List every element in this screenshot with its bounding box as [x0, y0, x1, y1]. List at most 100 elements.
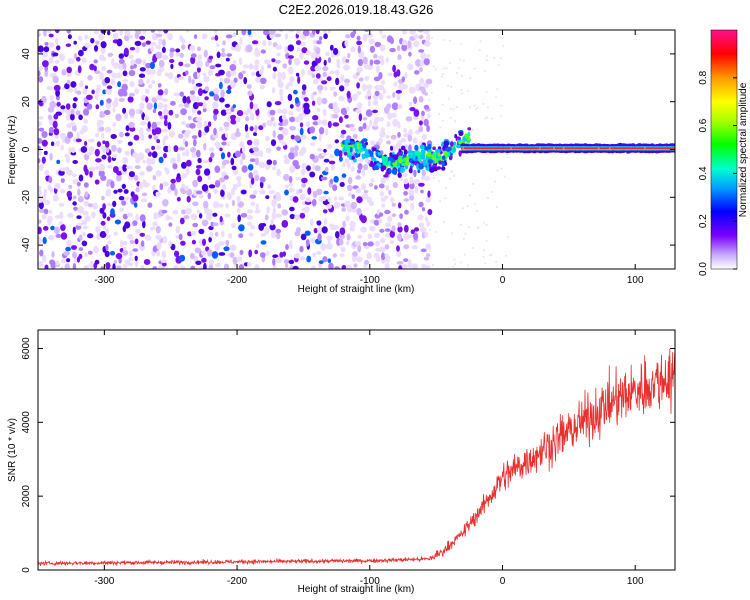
heatmap-cell: [380, 177, 387, 184]
heatmap-cell: [163, 30, 169, 34]
heatmap-cell: [105, 188, 112, 197]
heatmap-cell: [102, 140, 106, 145]
heatmap-cell: [299, 212, 306, 219]
heatmap-cell: [48, 209, 53, 214]
heatmap-cell: [231, 222, 236, 229]
heatmap-cell: [343, 151, 348, 156]
heatmap-cell: [185, 30, 190, 33]
heatmap-cell: [247, 30, 252, 36]
heatmap-cell: [138, 78, 144, 85]
heatmap-cell: [363, 264, 368, 269]
heatmap-cell: [378, 246, 386, 253]
heatmap-cell: [457, 136, 461, 140]
heatmap-cell: [349, 147, 353, 153]
heatmap-cell: [60, 105, 66, 110]
heatmap-cell: [260, 65, 265, 71]
heatmap-cell: [180, 209, 187, 215]
heatmap-cell: [462, 136, 466, 142]
heatmap-cell: [122, 107, 127, 114]
heatmap-cell: [128, 34, 133, 39]
heatmap-cell: [347, 161, 351, 169]
heatmap-cell: [236, 128, 240, 134]
heatmap-cell: [408, 86, 416, 94]
heatmap-cell: [202, 159, 210, 164]
heatmap-cell: [241, 165, 248, 173]
heatmap-cell: [484, 117, 487, 120]
heatmap-cell: [301, 68, 305, 76]
heatmap-cell: [75, 138, 82, 143]
heatmap-cell: [373, 252, 380, 259]
heatmap-cell: [412, 154, 416, 161]
heatmap-cell: [150, 226, 156, 231]
heatmap-cell: [238, 72, 244, 80]
heatmap-cell: [94, 70, 101, 74]
heatmap-cell: [323, 158, 330, 163]
heatmap-cell: [361, 154, 366, 160]
heatmap-cell: [275, 213, 282, 218]
heatmap-cell: [213, 93, 220, 102]
heatmap-cell: [438, 180, 440, 183]
heatmap-cell: [132, 152, 139, 159]
heatmap-cell: [372, 147, 377, 152]
heatmap-cell: [151, 79, 156, 85]
heatmap-cell: [163, 153, 167, 159]
heatmap-cell: [139, 214, 146, 222]
heatmap-cell: [135, 46, 141, 54]
heatmap-cell: [442, 155, 446, 160]
heatmap-cell: [249, 194, 257, 199]
heatmap-cell: [151, 151, 158, 159]
heatmap-cell: [121, 200, 127, 206]
heatmap-cell: [428, 98, 431, 101]
heatmap-cell: [336, 58, 341, 65]
heatmap-cell: [43, 208, 49, 215]
heatmap-cell: [363, 164, 369, 171]
heatmap-cell: [201, 33, 208, 39]
heatmap-cell: [283, 258, 290, 265]
heatmap-cell: [375, 240, 380, 247]
heatmap-cell: [356, 66, 363, 73]
heatmap-cell: [162, 181, 169, 187]
heatmap-cell: [425, 167, 431, 171]
heatmap-cell: [303, 206, 310, 214]
heatmap-cell: [299, 52, 304, 60]
heatmap-cell: [495, 96, 497, 99]
heatmap-cell: [396, 261, 404, 265]
heatmap-cell: [305, 121, 311, 127]
heatmap-cell: [209, 231, 214, 238]
heatmap-cell: [335, 231, 340, 239]
heatmap-cell: [65, 108, 72, 115]
heatmap-cell: [474, 203, 477, 205]
heatmap-cell: [391, 168, 397, 175]
heatmap-cell: [334, 148, 341, 157]
heatmap-cell: [407, 189, 415, 196]
snr-frame: [37, 329, 676, 571]
heatmap-cell: [96, 141, 101, 148]
heatmap-cell: [344, 114, 349, 119]
heatmap-cell: [373, 53, 378, 59]
heatmap-cell: [414, 70, 420, 75]
heatmap-cell: [48, 176, 53, 184]
heatmap-cell: [443, 220, 446, 223]
heatmap-cell: [398, 265, 403, 269]
heatmap-cell: [289, 116, 296, 123]
heatmap-cell: [396, 69, 401, 77]
heatmap-cell: [362, 241, 368, 247]
heatmap-cell: [459, 58, 462, 61]
heatmap-cell: [65, 156, 70, 164]
heatmap-cell: [59, 167, 67, 172]
heatmap-cell: [239, 141, 244, 148]
heatmap-cell: [146, 158, 153, 165]
heatmap-cell: [369, 45, 375, 53]
heatmap-cell: [272, 87, 276, 94]
heatmap-cell: [296, 47, 301, 52]
heatmap-cell: [229, 64, 237, 71]
heatmap-cell: [402, 84, 409, 90]
heatmap-cell: [127, 233, 134, 240]
heatmap-cell: [60, 258, 67, 264]
heatmap-cell: [312, 121, 319, 126]
heatmap-cell: [178, 76, 184, 81]
heatmap-cell: [162, 235, 168, 244]
heatmap-cell: [93, 246, 99, 254]
heatmap-cell: [286, 82, 293, 87]
heatmap-cell: [110, 208, 115, 217]
